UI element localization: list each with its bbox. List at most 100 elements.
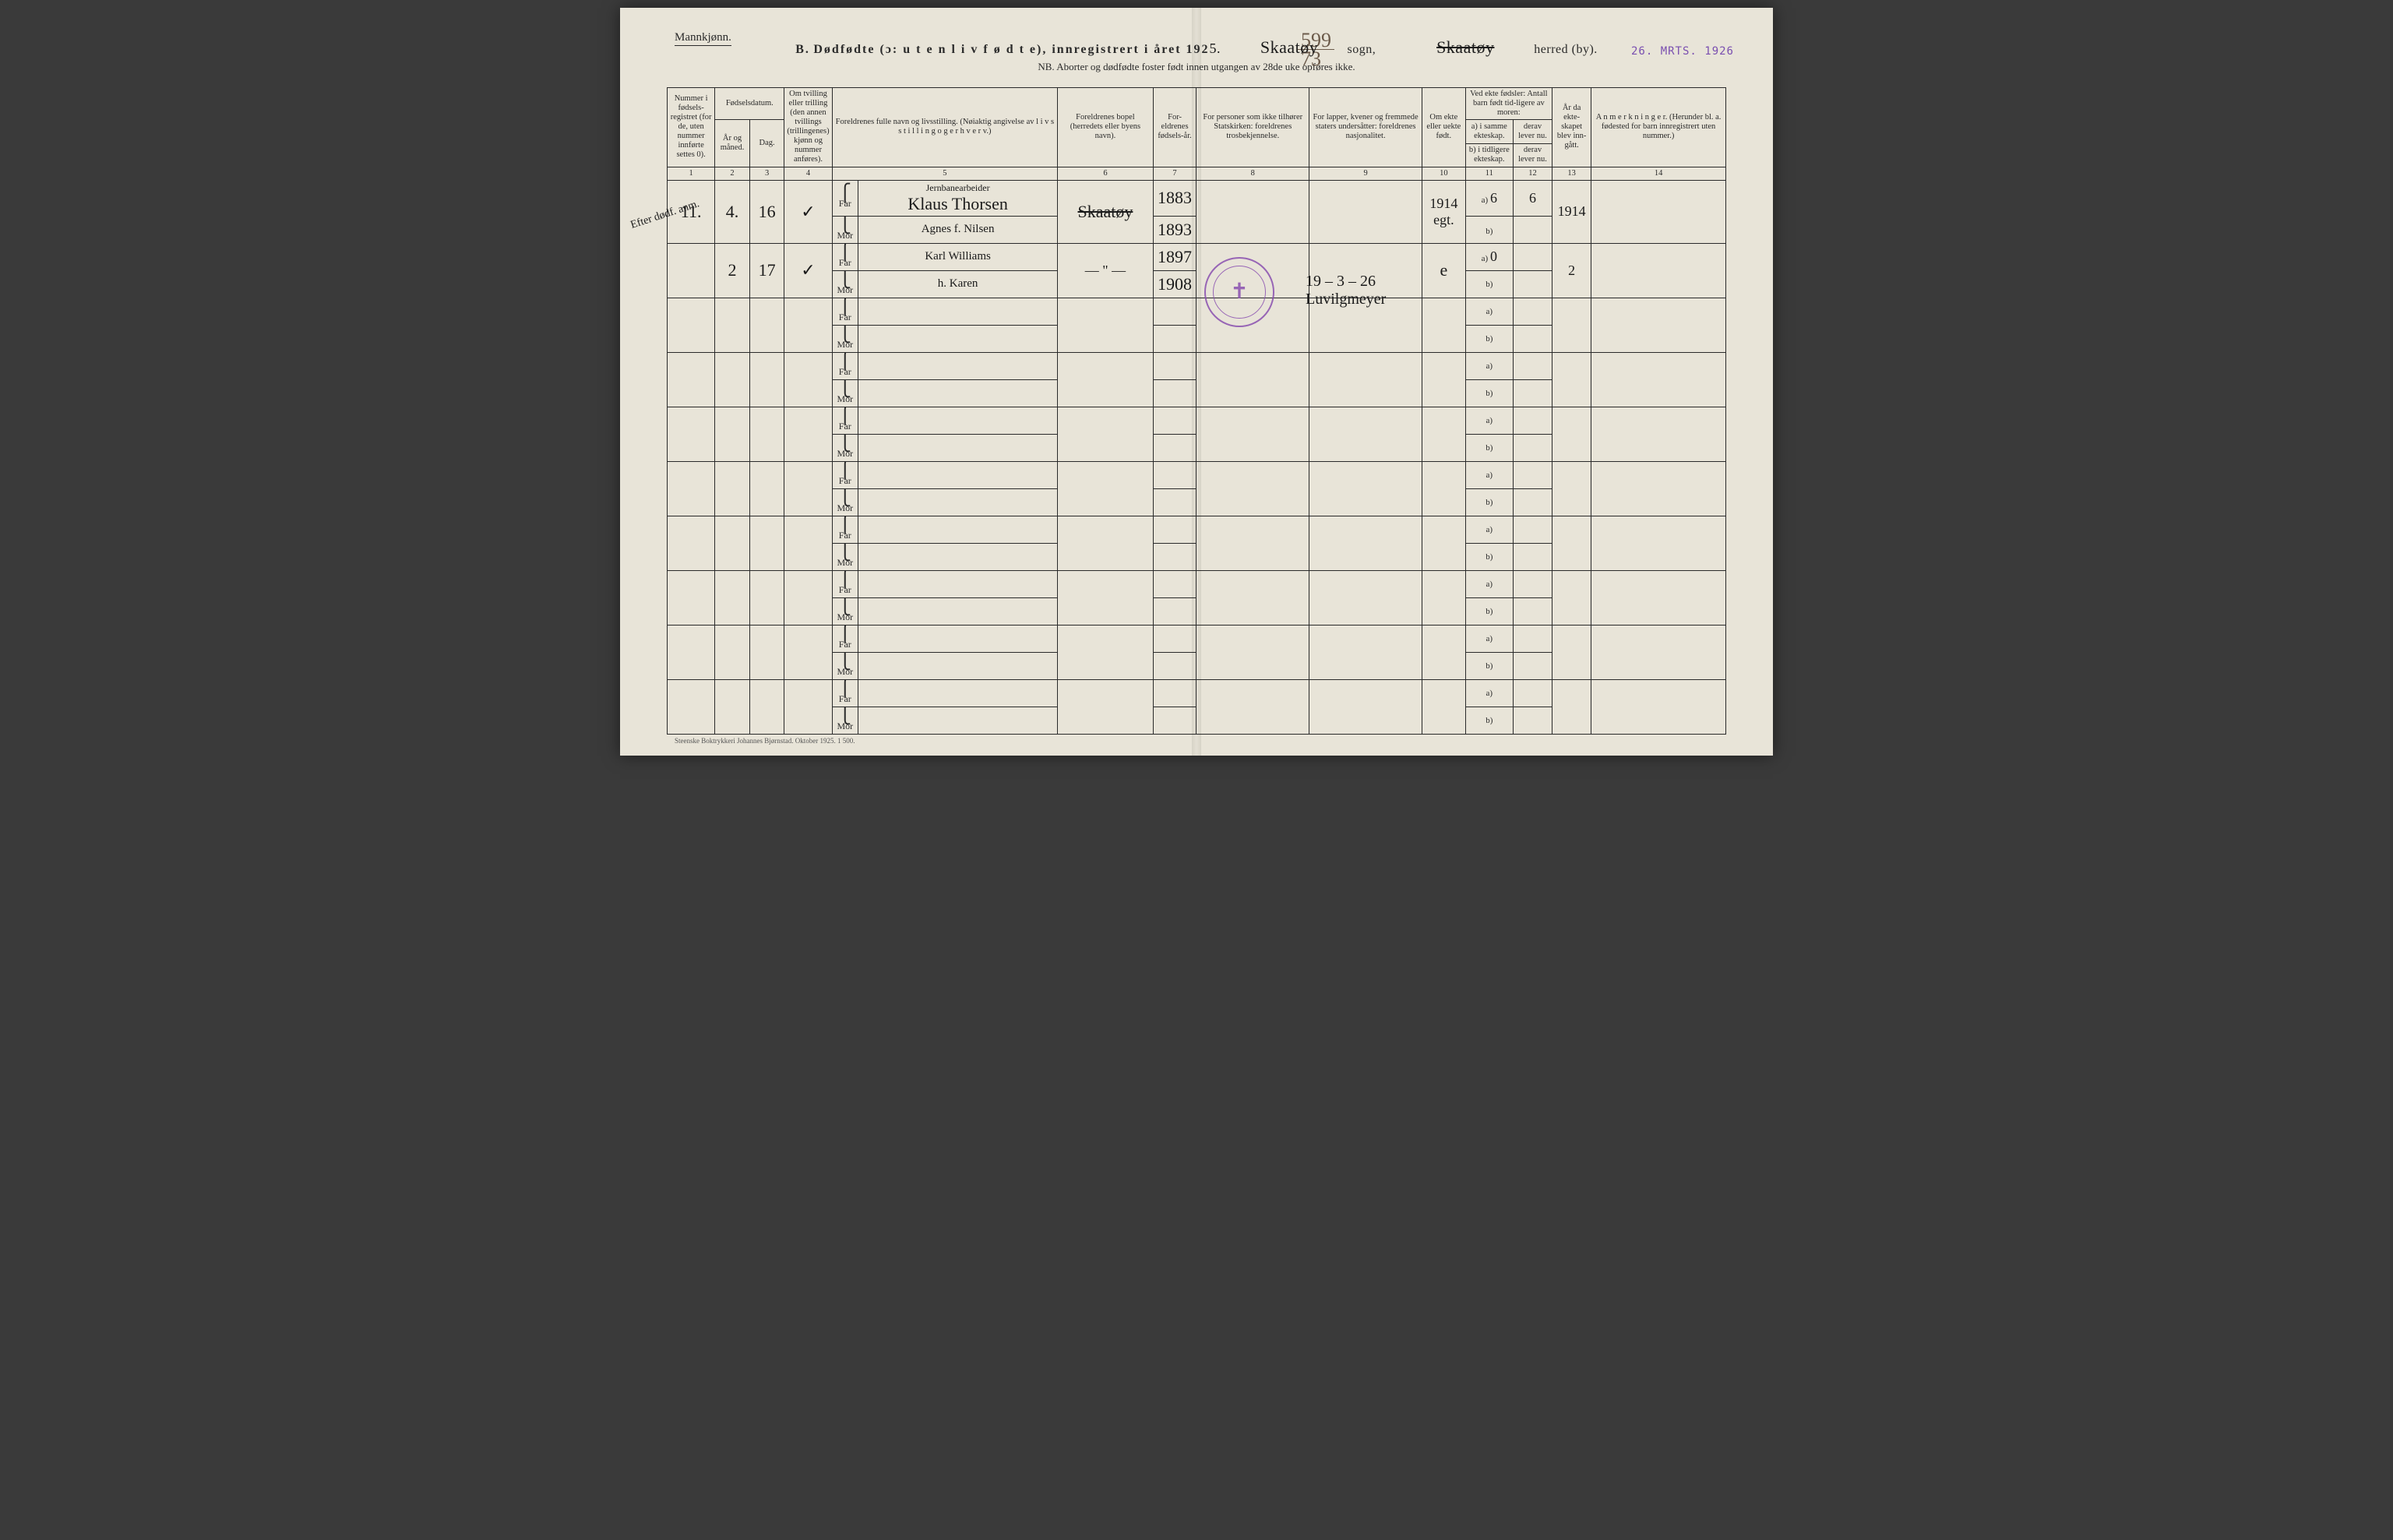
r1-a: a) 6 xyxy=(1465,180,1513,216)
empty-c8 xyxy=(1196,461,1309,516)
register-page: Mannkjønn. 26. MRTS. 1926 599 73 B. Dødf… xyxy=(620,8,1773,756)
empty-c8 xyxy=(1196,679,1309,734)
r1-c9 xyxy=(1309,180,1422,243)
empty-a: a) xyxy=(1465,352,1513,379)
empty-num xyxy=(668,461,715,516)
far-label-e: ⎧ Far xyxy=(832,352,858,379)
mor-label-e: ⎩ Mor xyxy=(832,379,858,407)
table-row: ⎧ Fara) xyxy=(668,570,1726,597)
empty-mor xyxy=(858,488,1058,516)
sogn-label: sogn, xyxy=(1348,43,1376,56)
table-head: Nummer i fødsels-registret (for de, uten… xyxy=(668,88,1726,181)
empty-ektaar xyxy=(1552,407,1591,461)
table-row: ⎧ Fara) xyxy=(668,298,1726,325)
far-label-e: ⎧ Far xyxy=(832,407,858,434)
empty-b-lever xyxy=(1513,707,1552,734)
r2-day: 17 xyxy=(749,243,784,298)
empty-ym xyxy=(715,407,750,461)
empty-a-lever xyxy=(1513,298,1552,325)
empty-c8 xyxy=(1196,516,1309,570)
empty-a-lever xyxy=(1513,570,1552,597)
empty-ektaar xyxy=(1552,679,1591,734)
empty-ekte xyxy=(1422,570,1465,625)
r1-far-name: Jernbanearbeider Klaus Thorsen xyxy=(858,180,1058,216)
empty-anm xyxy=(1591,516,1726,570)
a-lbl: a) xyxy=(1482,196,1489,205)
mor-label-e: ⎩ Mor xyxy=(832,434,858,461)
empty-ekte xyxy=(1422,298,1465,352)
far-label: ⎧ Far xyxy=(832,180,858,216)
empty-a-lever xyxy=(1513,679,1552,707)
h-col11a: a) i samme ekteskap. xyxy=(1465,120,1513,144)
empty-mor xyxy=(858,543,1058,570)
empty-num xyxy=(668,679,715,734)
empty-num xyxy=(668,570,715,625)
empty-num xyxy=(668,352,715,407)
table-row: ⎧ Fara) xyxy=(668,679,1726,707)
subtitle-nb: NB. Aborter og dødfødte foster født inne… xyxy=(667,61,1726,73)
empty-bopel xyxy=(1058,298,1154,352)
r1-ekte: 1914 egt. xyxy=(1422,180,1465,243)
empty-twin xyxy=(784,352,832,407)
empty-a-lever xyxy=(1513,625,1552,652)
empty-ekte xyxy=(1422,461,1465,516)
r2-ekte: e xyxy=(1422,243,1465,298)
table-body: 11. 4. 16 ✓ ⎧ Far Jernbanearbeider Klaus… xyxy=(668,180,1726,734)
empty-a: a) xyxy=(1465,625,1513,652)
r1-far-occ: Jernbanearbeider xyxy=(861,182,1055,194)
herred-handwritten: Skaatøy xyxy=(1411,37,1520,58)
h-col14: A n m e r k n i n g e r. (Herunder bl. a… xyxy=(1591,88,1726,167)
b-lbl: b) xyxy=(1485,227,1493,236)
empty-bopel xyxy=(1058,570,1154,625)
table-row: ⎧ Fara) xyxy=(668,407,1726,434)
r2-bopel: — " — xyxy=(1058,243,1154,298)
r2-far: Karl Williams xyxy=(858,243,1058,270)
empty-b: b) xyxy=(1465,434,1513,461)
empty-c9 xyxy=(1309,570,1422,625)
empty-moryr xyxy=(1153,707,1196,734)
empty-b-lever xyxy=(1513,543,1552,570)
cn8: 8 xyxy=(1196,167,1309,180)
a-lbl-2: a) xyxy=(1482,254,1489,263)
empty-day xyxy=(749,679,784,734)
mor-label: ⎩ Mor xyxy=(832,216,858,243)
empty-anm xyxy=(1591,625,1726,679)
r1-b-lever xyxy=(1513,216,1552,243)
empty-far xyxy=(858,352,1058,379)
empty-c8 xyxy=(1196,352,1309,407)
colnum-row: 1 2 3 4 5 6 7 8 9 10 11 12 13 14 xyxy=(668,167,1726,180)
far-label-e: ⎧ Far xyxy=(832,298,858,325)
h-col12b: derav lever nu. xyxy=(1513,144,1552,167)
empty-mor xyxy=(858,325,1058,352)
empty-far xyxy=(858,298,1058,325)
empty-day xyxy=(749,625,784,679)
empty-ektaar xyxy=(1552,625,1591,679)
empty-anm xyxy=(1591,570,1726,625)
cn7: 7 xyxy=(1153,167,1196,180)
empty-ym xyxy=(715,679,750,734)
cn2: 2 xyxy=(715,167,750,180)
cn3: 3 xyxy=(749,167,784,180)
h-col2: Fødselsdatum. xyxy=(715,88,784,120)
h-col5: Foreldrenes fulle navn og livsstilling. … xyxy=(832,88,1058,167)
far-label-e: ⎧ Far xyxy=(832,625,858,652)
year-suffix: 5. xyxy=(1210,41,1221,56)
cn9: 9 xyxy=(1309,167,1422,180)
empty-faryr xyxy=(1153,298,1196,325)
empty-b-lever xyxy=(1513,379,1552,407)
empty-b: b) xyxy=(1465,707,1513,734)
register-table: Nummer i fødsels-registret (for de, uten… xyxy=(667,87,1726,735)
r1-c8 xyxy=(1196,180,1309,243)
h-col1: Nummer i fødsels-registret (for de, uten… xyxy=(668,88,715,167)
cn1: 1 xyxy=(668,167,715,180)
empty-ektaar xyxy=(1552,516,1591,570)
empty-day xyxy=(749,298,784,352)
r2-far-year: 1897 xyxy=(1153,243,1196,270)
cn5: 5 xyxy=(832,167,1058,180)
empty-day xyxy=(749,516,784,570)
empty-ym xyxy=(715,298,750,352)
mor-label-e: ⎩ Mor xyxy=(832,325,858,352)
empty-ektaar xyxy=(1552,352,1591,407)
empty-twin xyxy=(784,516,832,570)
empty-bopel xyxy=(1058,679,1154,734)
